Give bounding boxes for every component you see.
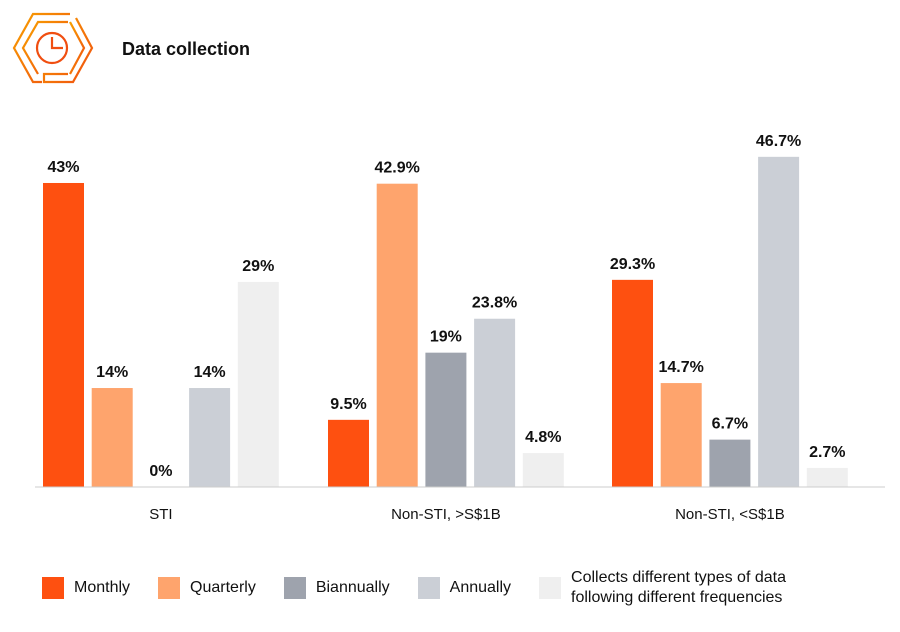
bar: [709, 439, 751, 487]
bar: [806, 467, 848, 487]
bar: [660, 383, 702, 487]
legend-label: Monthly: [74, 579, 131, 596]
legend-item-mixed: Collects different types of data followin…: [539, 568, 786, 608]
data-label: 23.8%: [472, 295, 517, 312]
bar: [474, 318, 516, 487]
category-label: STI: [149, 506, 172, 523]
bar: [758, 156, 800, 487]
legend-item-annually: Annually: [417, 577, 512, 599]
data-label: 9.5%: [330, 396, 366, 413]
legend-label: Annually: [449, 579, 512, 596]
legend-item-quarterly: Quarterly: [158, 577, 256, 599]
bar: [328, 419, 369, 487]
bar: [376, 183, 418, 487]
category-label: Non-STI, <S$1B: [675, 506, 785, 523]
legend-swatch: [539, 577, 562, 599]
legend-swatch: [158, 577, 181, 599]
data-label: 6.7%: [712, 416, 748, 433]
data-label: 19%: [430, 329, 462, 346]
data-label: 14.7%: [659, 359, 704, 376]
data-label: 42.9%: [375, 160, 420, 177]
data-label: 2.7%: [809, 444, 845, 461]
data-label: 4.8%: [525, 429, 561, 446]
data-label: 29.3%: [610, 256, 655, 273]
logo: [12, 12, 94, 84]
legend-item-biannually: Biannually: [283, 577, 390, 599]
bar: [522, 453, 564, 487]
bar: [612, 279, 653, 487]
legend-label: Biannually: [315, 579, 390, 596]
legend-swatch: [42, 577, 64, 599]
data-label: 14%: [194, 364, 226, 381]
bar: [425, 352, 467, 487]
legend: Monthly Quarterly Biannually Annually Co…: [42, 568, 814, 608]
category-label: Non-STI, >S$1B: [391, 506, 501, 523]
legend-swatch: [283, 577, 306, 599]
bar: [237, 281, 279, 487]
data-label: 0%: [149, 463, 172, 480]
data-label: 43%: [47, 159, 79, 176]
data-label: 29%: [242, 258, 274, 275]
bar: [43, 182, 84, 488]
bar: [189, 388, 231, 487]
legend-item-monthly: Monthly: [42, 577, 130, 599]
page-title: Data collection: [122, 39, 251, 59]
data-label: 14%: [96, 364, 128, 381]
legend-label-line: Collects different types of data: [571, 569, 786, 586]
legend-label-line: following different frequencies: [571, 589, 783, 606]
bar: [91, 388, 133, 487]
legend-swatch: [417, 577, 440, 599]
data-label: 46.7%: [756, 133, 801, 150]
legend-label: Quarterly: [190, 579, 256, 596]
